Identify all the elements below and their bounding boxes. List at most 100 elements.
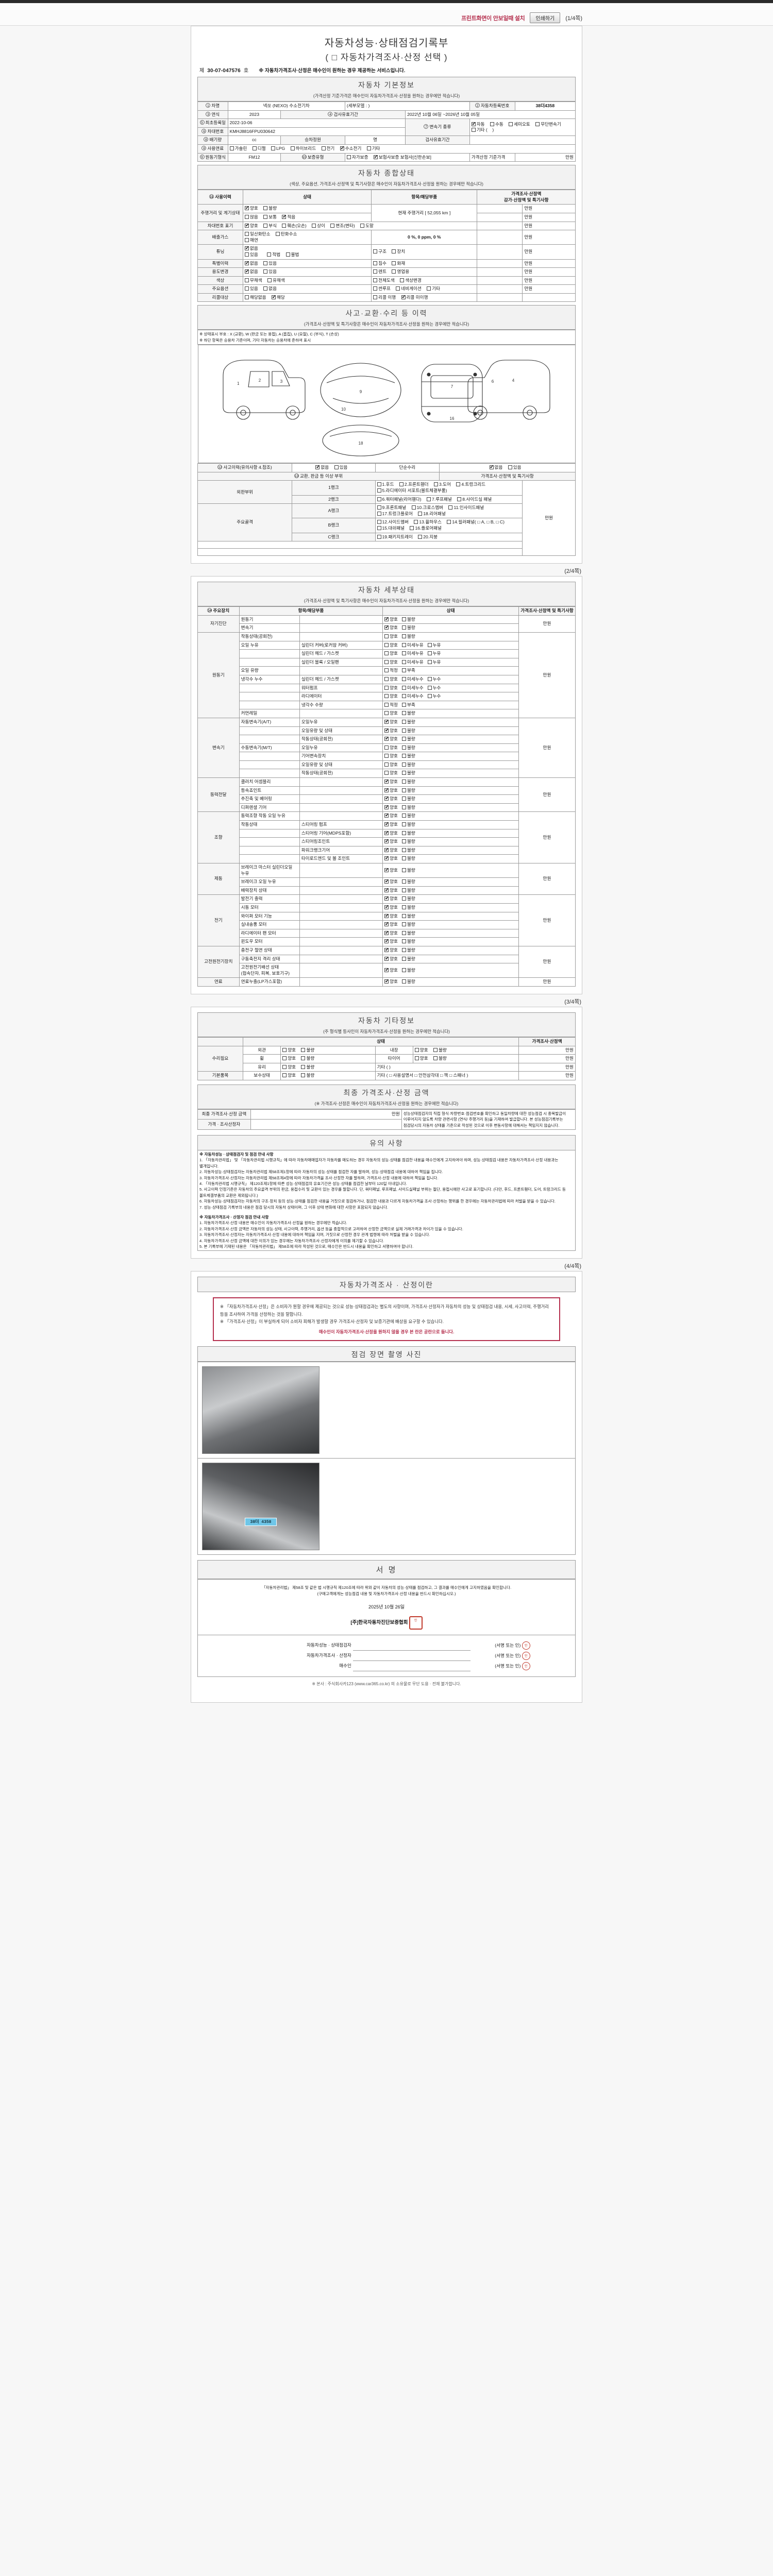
option-vin-damage[interactable]: 훼손(오손): [282, 223, 307, 229]
sig-value-assessor[interactable]: [352, 1650, 470, 1662]
option-diesel[interactable]: 디젤: [252, 146, 266, 152]
option-wheel-house[interactable]: 13.휠하우스: [414, 519, 442, 526]
option-fuel-etc[interactable]: 기타: [366, 146, 380, 152]
option-full-repaint[interactable]: 전체도색: [373, 278, 395, 284]
option-hydrogen[interactable]: 수소전기: [340, 145, 361, 152]
option-부족[interactable]: 부족: [401, 702, 415, 708]
option-양호[interactable]: 양호: [384, 912, 398, 920]
option-양호[interactable]: 양호: [384, 821, 398, 828]
option-양호[interactable]: 양호: [384, 978, 398, 985]
option-recall-applicable[interactable]: 해당: [271, 294, 285, 301]
option-glass-good[interactable]: 양호: [282, 1064, 296, 1071]
option-양호[interactable]: 양호: [384, 929, 398, 937]
option-양호[interactable]: 양호: [384, 895, 398, 902]
option-mileage-bad[interactable]: 불량: [263, 206, 277, 212]
option-recall-na[interactable]: 해당없음: [244, 295, 266, 301]
option-simple-yes[interactable]: 있음: [508, 465, 522, 471]
option-불량[interactable]: 불량: [401, 913, 415, 920]
option-불량[interactable]: 불량: [401, 745, 415, 751]
option-불량[interactable]: 불량: [401, 779, 415, 785]
option-양호[interactable]: 양호: [384, 659, 398, 666]
option-불량[interactable]: 불량: [401, 868, 415, 874]
option-tire-good[interactable]: 양호: [414, 1056, 428, 1062]
option-누유[interactable]: 누유: [427, 642, 441, 649]
option-양호[interactable]: 양호: [384, 938, 398, 945]
option-opt-yes[interactable]: 있음: [244, 286, 258, 292]
option-불량[interactable]: 불량: [401, 930, 415, 937]
option-불량[interactable]: 불량: [401, 839, 415, 845]
option-양호[interactable]: 양호: [384, 770, 398, 776]
option-flood[interactable]: 침수: [373, 261, 386, 267]
sig-value-buyer[interactable]: [352, 1660, 470, 1672]
option-trunk-floor[interactable]: 17.트렁크플로어: [377, 511, 413, 517]
option-불량[interactable]: 불량: [401, 896, 415, 902]
option-color-change[interactable]: 색상변경: [400, 278, 422, 284]
option-불량[interactable]: 불량: [401, 762, 415, 768]
option-tire-bad[interactable]: 불량: [433, 1056, 447, 1062]
option-navigation[interactable]: 네비게이션: [396, 286, 422, 292]
option-양호[interactable]: 양호: [384, 787, 398, 794]
option-양호[interactable]: 양호: [384, 867, 398, 874]
option-양호[interactable]: 양호: [384, 642, 398, 649]
option-floor-panel[interactable]: 16.플로어패널: [410, 526, 442, 532]
option-불량[interactable]: 불량: [401, 805, 415, 811]
option-불량[interactable]: 불량: [401, 753, 415, 759]
option-불량[interactable]: 불량: [401, 905, 415, 911]
option-side-member[interactable]: 12.사이드멤버: [377, 519, 409, 526]
option-tuning-yes[interactable]: 있음: [244, 252, 258, 258]
option-양호[interactable]: 양호: [384, 812, 398, 819]
option-불량[interactable]: 불량: [401, 947, 415, 954]
option-hc[interactable]: 탄화수소: [275, 231, 297, 238]
option-부족[interactable]: 부족: [401, 668, 415, 674]
option-maint-good[interactable]: 양호: [282, 1073, 296, 1079]
option-미세누수[interactable]: 미세누수: [401, 676, 424, 683]
option-radiator-support[interactable]: 5.라디에이터 서포트(볼트체결부품): [377, 488, 447, 494]
option-usechange-yes[interactable]: 있음: [263, 269, 277, 275]
option-co[interactable]: 일산화탄소: [244, 231, 271, 238]
option-불량[interactable]: 불량: [401, 728, 415, 734]
option-vin-diff[interactable]: 상이: [312, 223, 325, 229]
option-interior-bad[interactable]: 불량: [433, 1047, 447, 1054]
option-gasoline[interactable]: 가솔린: [229, 146, 247, 152]
option-양호[interactable]: 양호: [384, 795, 398, 802]
option-exterior-bad[interactable]: 불량: [301, 1047, 314, 1054]
option-trans-etc[interactable]: 기타 ( ): [471, 127, 494, 133]
option-smoke[interactable]: 매연: [244, 238, 258, 244]
option-불량[interactable]: 불량: [401, 736, 415, 742]
option-양호[interactable]: 양호: [384, 735, 398, 742]
option-semiauto[interactable]: 세미오토: [509, 122, 530, 128]
option-roof-panel[interactable]: 7.루프패널: [427, 497, 452, 503]
option-양호[interactable]: 양호: [384, 616, 398, 623]
option-dash-panel[interactable]: 15.대쉬패널: [377, 526, 405, 532]
option-recall-done[interactable]: 리콜 이행: [373, 295, 396, 301]
option-불량[interactable]: 불량: [401, 879, 415, 885]
option-불량[interactable]: 불량: [401, 922, 415, 928]
option-quarter-panel[interactable]: 6.쿼터패널(리어휀다): [377, 497, 422, 503]
option-recall-notdone[interactable]: 리콜 미이행: [401, 294, 428, 301]
option-미세누유[interactable]: 미세누유: [401, 651, 424, 657]
option-양호[interactable]: 양호: [384, 921, 398, 928]
option-tuning-structure[interactable]: 구조: [373, 249, 386, 255]
option-vin-altered[interactable]: 변조(변타): [330, 223, 355, 229]
option-양호[interactable]: 양호: [384, 887, 398, 894]
option-양호[interactable]: 양호: [384, 846, 398, 854]
option-양호[interactable]: 양호: [384, 804, 398, 811]
option-불량[interactable]: 불량: [401, 968, 415, 974]
option-불량[interactable]: 불량: [401, 888, 415, 894]
option-special-none[interactable]: 없음: [244, 260, 258, 267]
option-opt-no[interactable]: 없음: [263, 286, 277, 292]
option-achromatic[interactable]: 무채색: [244, 278, 262, 284]
option-불량[interactable]: 불량: [401, 625, 415, 631]
option-양호[interactable]: 양호: [384, 718, 398, 725]
option-불량[interactable]: 불량: [401, 848, 415, 854]
option-양호[interactable]: 양호: [384, 753, 398, 759]
option-usechange-none[interactable]: 없음: [244, 268, 258, 275]
option-누유[interactable]: 누유: [427, 659, 441, 666]
option-양호[interactable]: 양호: [384, 955, 398, 962]
option-manual[interactable]: 수동: [490, 122, 503, 128]
option-양호[interactable]: 양호: [384, 838, 398, 845]
option-양호[interactable]: 양호: [384, 693, 398, 700]
option-불량[interactable]: 불량: [401, 788, 415, 794]
option-불량[interactable]: 불량: [401, 710, 415, 717]
option-양호[interactable]: 양호: [384, 651, 398, 657]
